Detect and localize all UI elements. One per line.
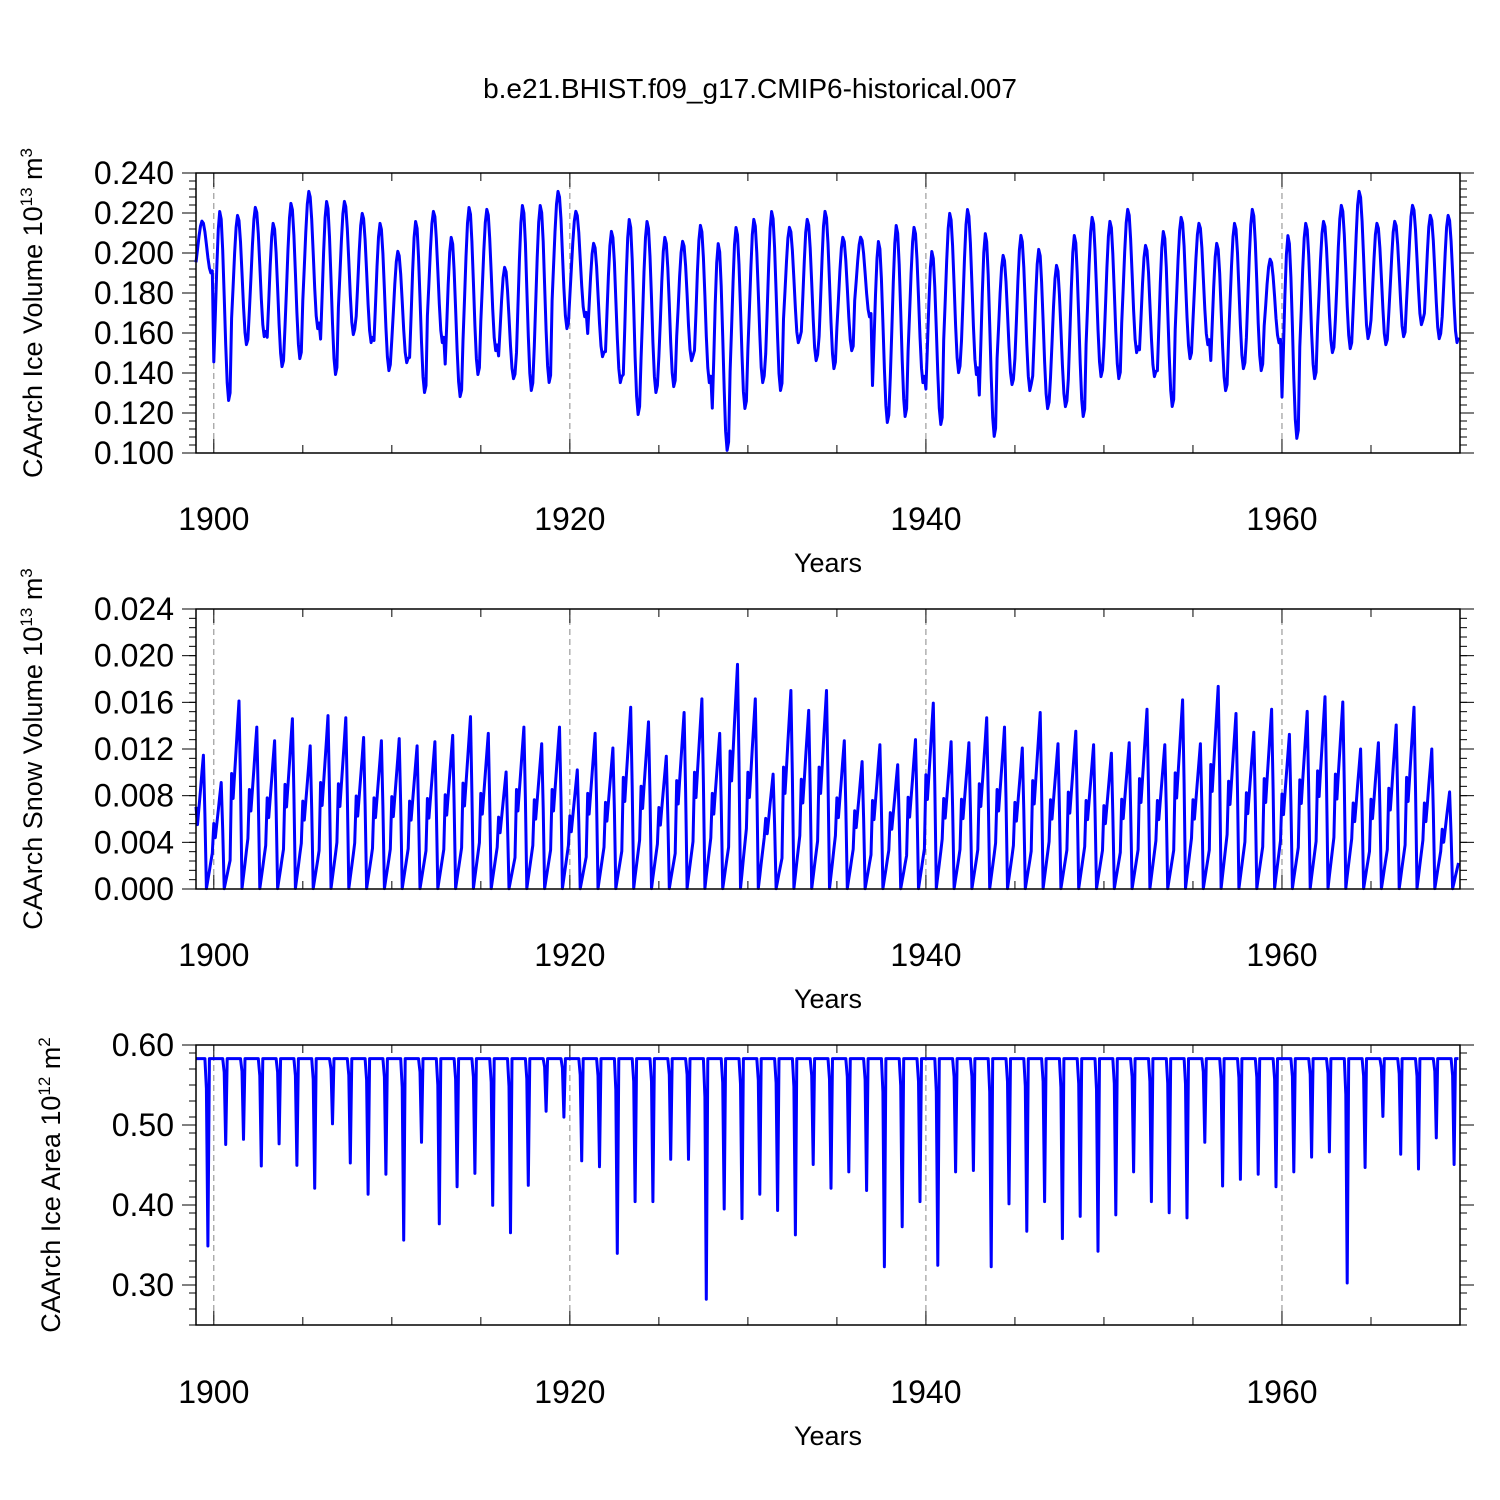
y-axis-label: CAArch Ice Area 1012 m2 [35, 1037, 66, 1333]
y-axis-label-unit: m [18, 578, 48, 608]
x-tick-label: 1900 [178, 1374, 249, 1410]
x-tick-label: 1900 [178, 501, 249, 537]
ice-area-panel: 0.30 0.40 0.50 0.60 1900 1920 1940 1960 Years CAA… [35, 1027, 1474, 1451]
y-axis-label-unit-exponent: 3 [17, 568, 36, 577]
y-tick-label: 0.40 [112, 1187, 174, 1223]
y-axis-label-unit-exponent: 3 [17, 148, 36, 157]
y-axis-label-main: CAArch Ice Area 10 [36, 1096, 66, 1333]
x-axis-label: Years [794, 548, 862, 578]
y-tick-label: 0.200 [94, 235, 174, 271]
y-axis-label-exponent: 13 [17, 187, 36, 206]
x-tick-label: 1940 [890, 1374, 961, 1410]
y-tick-label: 0.004 [94, 824, 174, 860]
x-tick-label: 1960 [1246, 501, 1317, 537]
y-tick-label: 0.120 [94, 395, 174, 431]
y-axis-label-unit: m [36, 1047, 66, 1077]
y-axis-label: CAArch Snow Volume 1013 m3 [17, 568, 48, 930]
y-tick-label: 0.50 [112, 1107, 174, 1143]
plot-frame [195, 172, 1461, 454]
x-tick-label: 1940 [890, 937, 961, 973]
x-axis-label: Years [794, 1421, 862, 1451]
y-tick-label: 0.012 [94, 731, 174, 767]
x-tick-label: 1920 [534, 937, 605, 973]
y-axis-label: CAArch Ice Volume 1013 m3 [17, 148, 48, 478]
snow-volume-panel: 0.000 0.004 0.008 0.012 0.016 0.020 0.024 1900 1… [17, 568, 1474, 1014]
y-tick-label: 0.020 [94, 638, 174, 674]
x-tick-label: 1940 [890, 501, 961, 537]
y-axis-label-unit: m [18, 157, 48, 187]
ice-volume-panel: 0.100 0.120 0.140 0.160 0.180 0.200 0.220 0.240… [17, 148, 1474, 578]
y-tick-label: 0.240 [94, 155, 174, 191]
y-axis-label-main: CAArch Ice Volume 10 [18, 206, 48, 478]
x-tick-label: 1960 [1246, 937, 1317, 973]
y-tick-label: 0.008 [94, 778, 174, 814]
x-axis-label: Years [794, 984, 862, 1014]
y-tick-label: 0.140 [94, 355, 174, 391]
snow-volume-series-line [194, 662, 1460, 891]
y-tick-label: 0.100 [94, 435, 174, 471]
plot-frame [195, 1044, 1461, 1326]
chart-title: b.e21.BHIST.f09_g17.CMIP6-historical.007 [483, 73, 1017, 104]
y-tick-label: 0.000 [94, 871, 174, 907]
y-axis-label-exponent: 12 [35, 1077, 54, 1096]
x-tick-label: 1960 [1246, 1374, 1317, 1410]
y-axis-label-main: CAArch Snow Volume 10 [18, 627, 48, 930]
y-tick-label: 0.180 [94, 275, 174, 311]
plot-frame [195, 608, 1461, 890]
y-axis-label-exponent: 13 [17, 608, 36, 627]
y-tick-label: 0.024 [94, 591, 174, 627]
y-tick-label: 0.016 [94, 684, 174, 720]
ice-area-series-line [196, 1057, 1459, 1301]
y-tick-label: 0.160 [94, 315, 174, 351]
ice-volume-series-line [194, 189, 1460, 452]
y-axis-label-unit-exponent: 2 [35, 1037, 54, 1046]
panels: 0.100 0.120 0.140 0.160 0.180 0.200 0.220 0.240… [17, 148, 1474, 1451]
y-tick-label: 0.60 [112, 1027, 174, 1063]
x-tick-label: 1900 [178, 937, 249, 973]
y-tick-label: 0.220 [94, 195, 174, 231]
x-tick-label: 1920 [534, 501, 605, 537]
y-tick-label: 0.30 [112, 1267, 174, 1303]
x-tick-label: 1920 [534, 1374, 605, 1410]
